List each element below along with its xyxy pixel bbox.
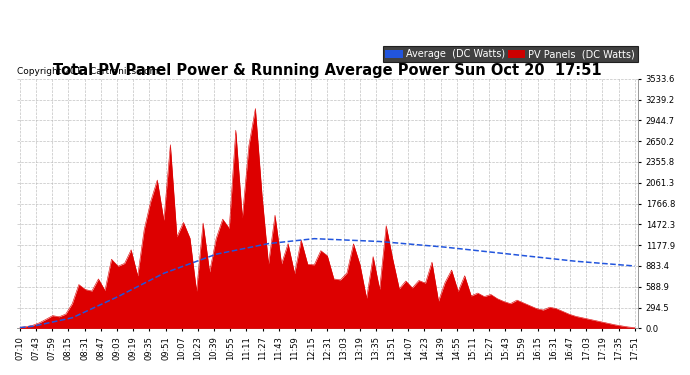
Text: Copyright 2013 Cartronics.com: Copyright 2013 Cartronics.com — [17, 67, 158, 76]
Legend: Average  (DC Watts), PV Panels  (DC Watts): Average (DC Watts), PV Panels (DC Watts) — [382, 46, 638, 62]
Title: Total PV Panel Power & Running Average Power Sun Oct 20  17:51: Total PV Panel Power & Running Average P… — [53, 63, 602, 78]
